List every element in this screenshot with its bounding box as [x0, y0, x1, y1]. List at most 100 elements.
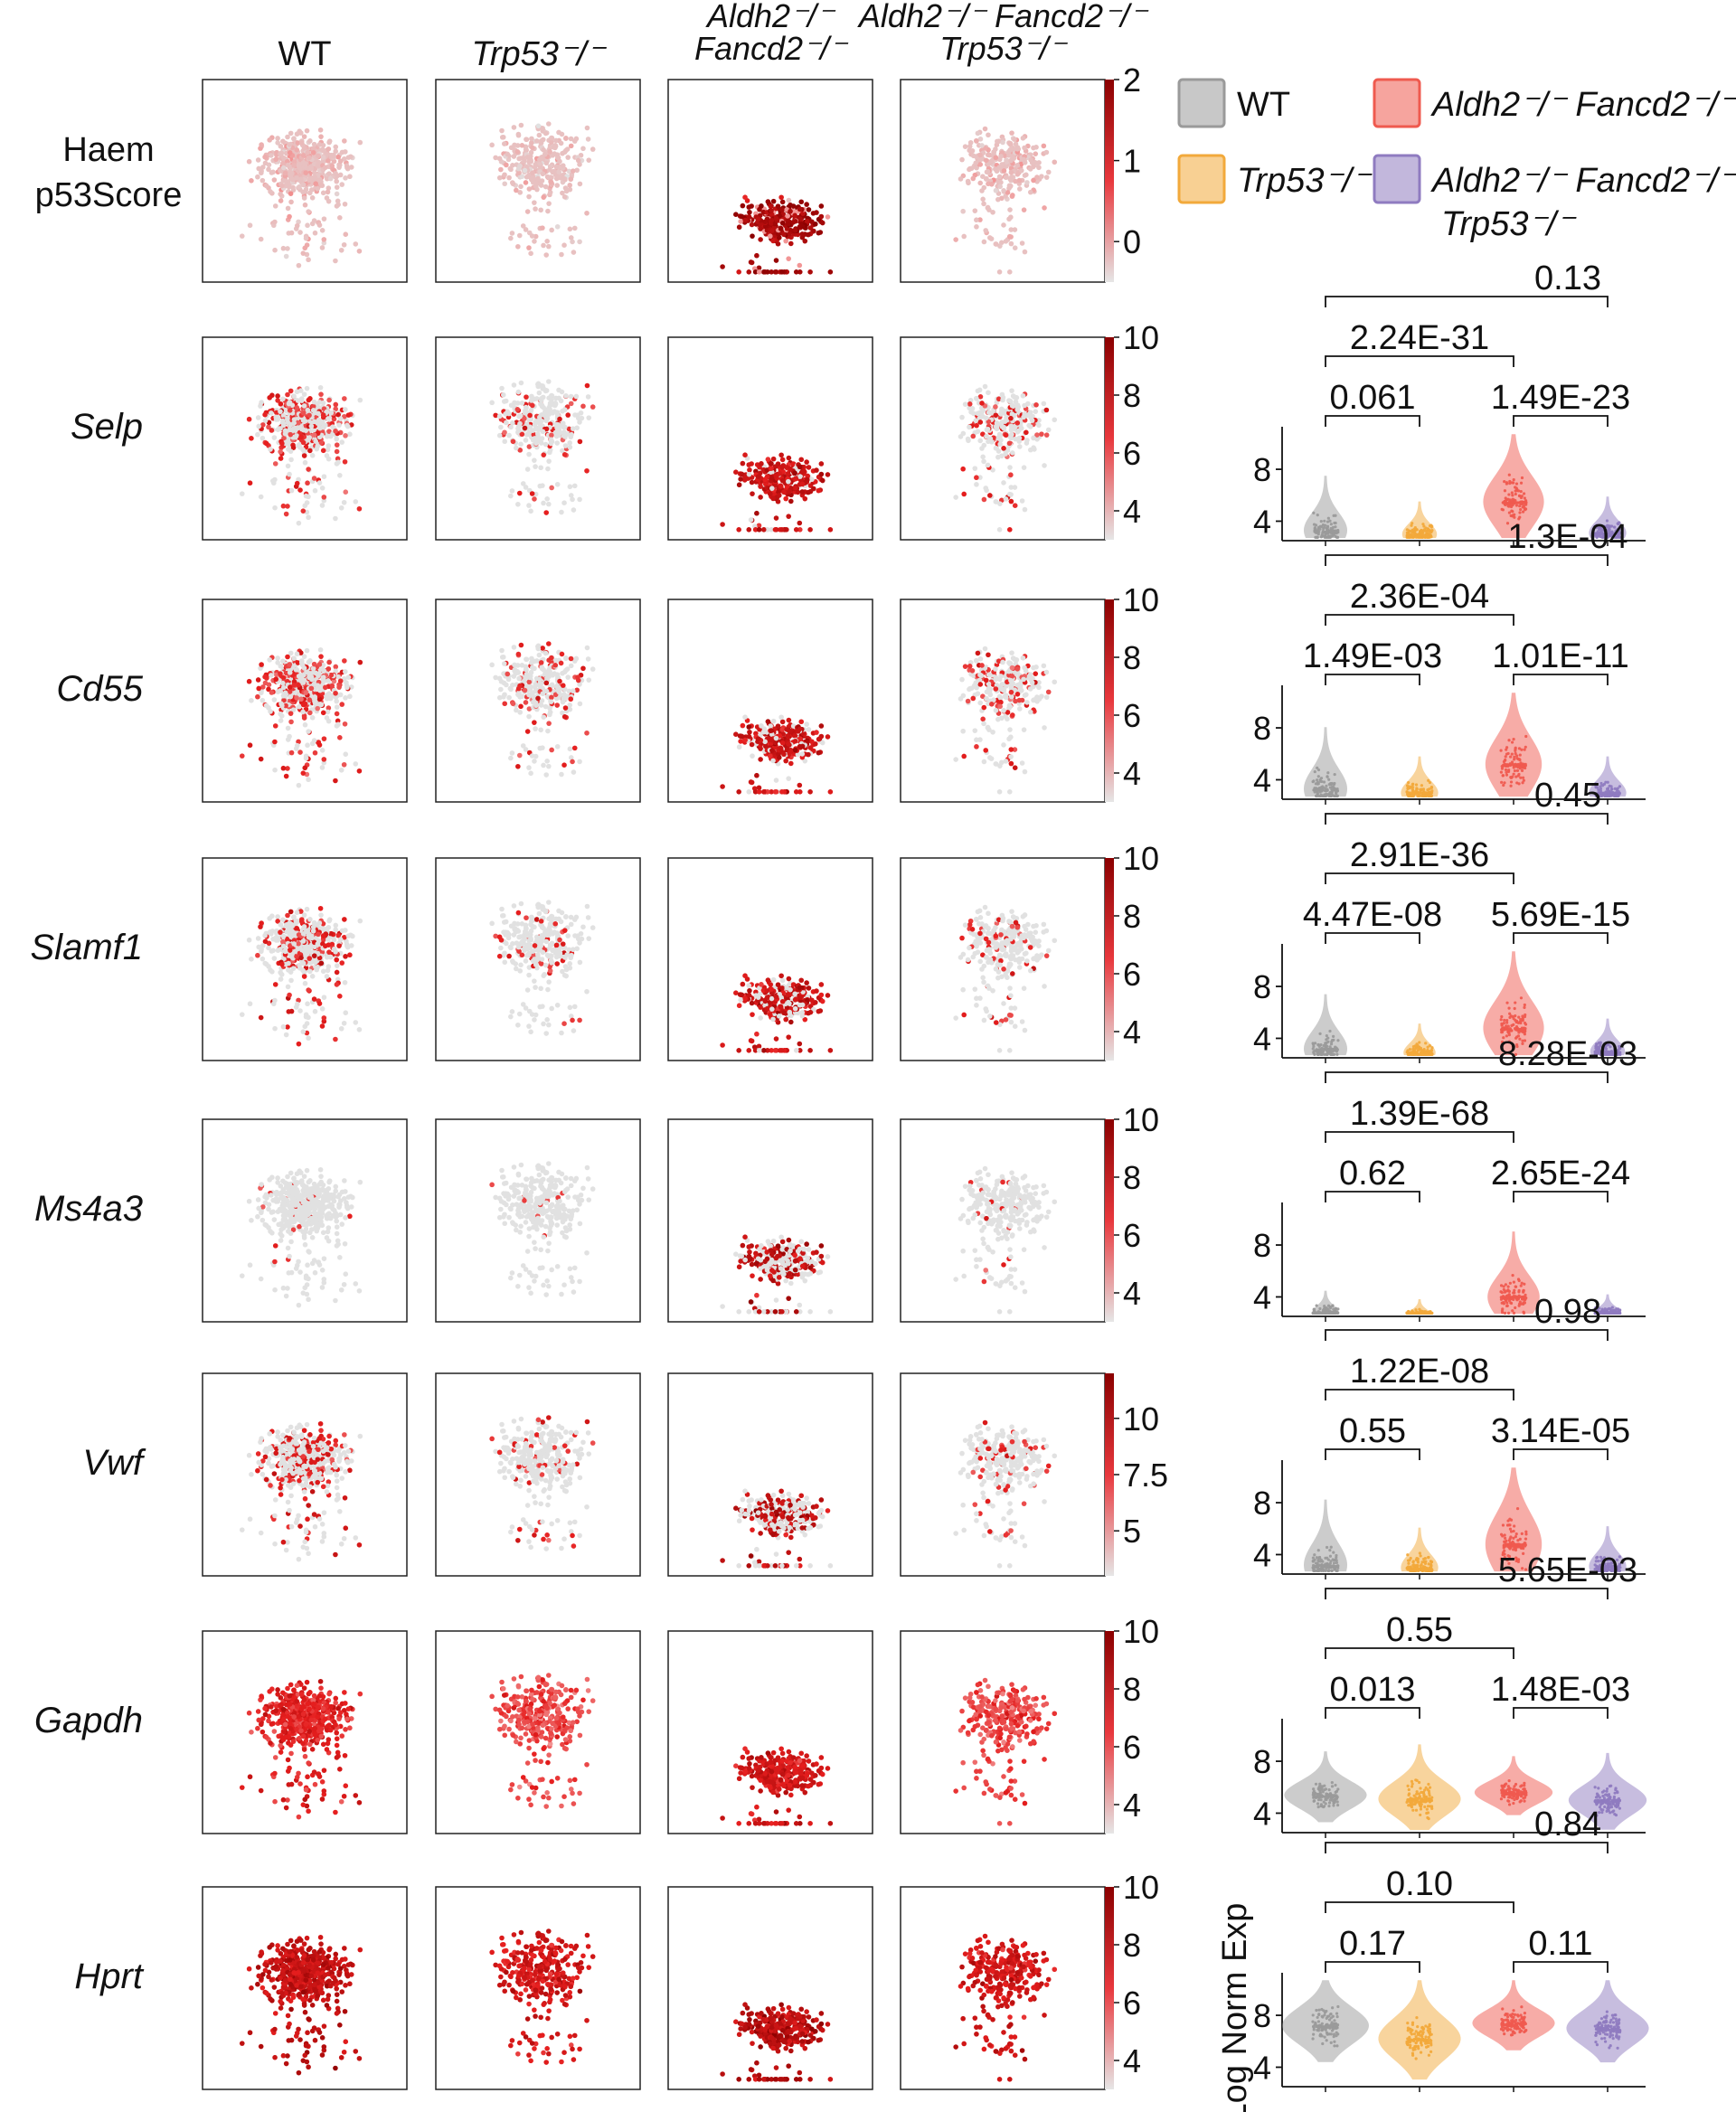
- umap-cell-point: [1007, 727, 1013, 732]
- umap-cell-point: [961, 491, 967, 497]
- umap-cell-point: [353, 761, 359, 767]
- umap-cell-point: [524, 467, 531, 472]
- umap-cell-point: [294, 742, 300, 749]
- umap-cell-point: [1052, 159, 1058, 165]
- umap-cell-point: [1008, 427, 1014, 433]
- umap-cell-point: [559, 651, 565, 657]
- umap-cell-point: [306, 514, 311, 521]
- umap-cell-point: [305, 742, 310, 749]
- umap-cell-point: [986, 132, 991, 138]
- umap-cell-point: [262, 154, 268, 160]
- umap-cell-point: [326, 937, 331, 942]
- umap-cell-point: [301, 195, 307, 201]
- umap-cell-point: [294, 222, 300, 229]
- umap-cell-point: [1009, 388, 1014, 393]
- umap-cell-point: [584, 730, 590, 736]
- umap-cell-point: [530, 145, 535, 151]
- umap-cell-point: [298, 398, 305, 403]
- umap-cell-point: [301, 924, 307, 929]
- umap-cell-point: [510, 181, 516, 187]
- umap-cell-point: [334, 448, 340, 455]
- umap-cell-point: [969, 148, 976, 154]
- umap-cell-point: [1012, 503, 1018, 508]
- umap-cell-point: [561, 714, 568, 720]
- umap-cell-point: [568, 696, 574, 702]
- umap-cell-point: [278, 976, 284, 982]
- umap-cell-point: [307, 933, 312, 939]
- umap-cell-point: [806, 489, 811, 495]
- umap-cell-point: [542, 184, 549, 190]
- umap-cell-point: [567, 186, 573, 193]
- umap-cell-point: [285, 134, 290, 140]
- umap-cell-point: [256, 944, 262, 950]
- umap-cell-point: [1009, 174, 1014, 180]
- umap-cell-point: [1014, 146, 1021, 152]
- umap-cell-point: [319, 228, 326, 233]
- umap-cell-point: [508, 755, 514, 761]
- umap-cell-point: [1033, 671, 1039, 676]
- umap-cell-point: [249, 436, 254, 441]
- umap-cell-point: [983, 228, 989, 233]
- umap-cell-point: [306, 777, 311, 783]
- umap-cell-point: [1009, 693, 1014, 700]
- umap-cell-point: [1041, 663, 1047, 669]
- umap-cell-point: [278, 456, 284, 461]
- umap-cell-point: [1001, 426, 1007, 431]
- umap-cell-point: [357, 397, 363, 403]
- umap-cell-point: [326, 397, 332, 403]
- umap-cell-point: [1016, 177, 1023, 184]
- umap-cell-point: [303, 948, 309, 954]
- umap-cell-point: [792, 747, 798, 753]
- umap-cell-point: [562, 185, 569, 191]
- umap-cell-point: [738, 476, 743, 482]
- umap-cell-point: [786, 776, 792, 781]
- umap-cell-point: [287, 150, 293, 156]
- umap-cell-point: [967, 401, 973, 407]
- umap-cell-point: [278, 711, 283, 717]
- umap-cell-point: [748, 779, 754, 785]
- umap-cell-point: [1008, 214, 1014, 221]
- umap-cell-point: [310, 669, 316, 675]
- umap-cell-point: [321, 240, 327, 246]
- umap-cell-point: [498, 166, 504, 173]
- umap-cell-point: [287, 213, 292, 220]
- umap-cell-point: [1001, 480, 1006, 486]
- umap-cell-point: [540, 171, 546, 177]
- umap-cell-point: [523, 438, 529, 443]
- umap-cell-point: [509, 750, 515, 756]
- umap-cell-point: [259, 177, 266, 184]
- umap-cell-point: [586, 415, 592, 420]
- umap-cell-point: [287, 400, 293, 405]
- umap-cell-point: [328, 152, 335, 158]
- umap-cell-point: [1022, 665, 1027, 671]
- umap-cell-point: [538, 398, 544, 403]
- umap-cell-point: [986, 390, 991, 396]
- umap-cell-point: [278, 143, 284, 149]
- umap-cell-point: [1008, 415, 1014, 421]
- umap-cell-point: [319, 486, 326, 491]
- umap-cell-point: [297, 230, 303, 235]
- umap-cell-point: [305, 928, 311, 934]
- umap-cell-point: [339, 960, 345, 966]
- umap-cell-point: [287, 670, 293, 675]
- umap-cell-point: [267, 916, 272, 921]
- umap-cell-point: [256, 423, 262, 429]
- umap-cell-point: [530, 402, 535, 409]
- umap-cell-point: [300, 410, 307, 416]
- umap-cell-point: [1009, 650, 1014, 655]
- umap-cell-point: [526, 417, 533, 423]
- umap-cell-point: [272, 203, 278, 209]
- umap-cell-point: [297, 487, 303, 493]
- colour-scale-label: 8: [1123, 377, 1141, 414]
- umap-cell-point: [1022, 249, 1028, 255]
- umap-cell-point: [776, 235, 782, 240]
- umap-cell-point: [557, 416, 562, 422]
- umap-cell-point: [996, 527, 1003, 533]
- umap-cell-point: [775, 203, 781, 209]
- umap-cell-point: [568, 401, 574, 407]
- umap-cell-point: [510, 438, 516, 445]
- umap-cell-point: [343, 149, 348, 155]
- umap-cell-point: [326, 185, 332, 191]
- umap-cell-point: [768, 203, 774, 209]
- umap-cell-point: [357, 659, 363, 665]
